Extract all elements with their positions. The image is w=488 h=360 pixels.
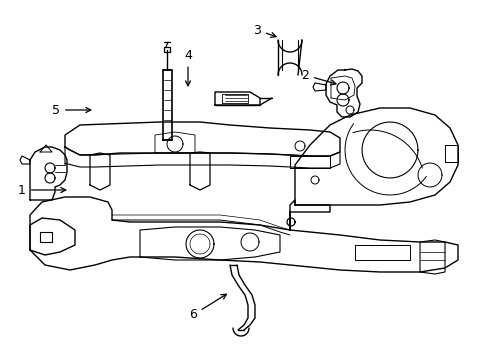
- Text: 6: 6: [189, 294, 226, 321]
- Text: 2: 2: [301, 68, 335, 85]
- Text: 3: 3: [253, 23, 276, 37]
- Text: 5: 5: [52, 104, 91, 117]
- Text: 4: 4: [183, 49, 192, 86]
- Text: 1: 1: [18, 184, 66, 197]
